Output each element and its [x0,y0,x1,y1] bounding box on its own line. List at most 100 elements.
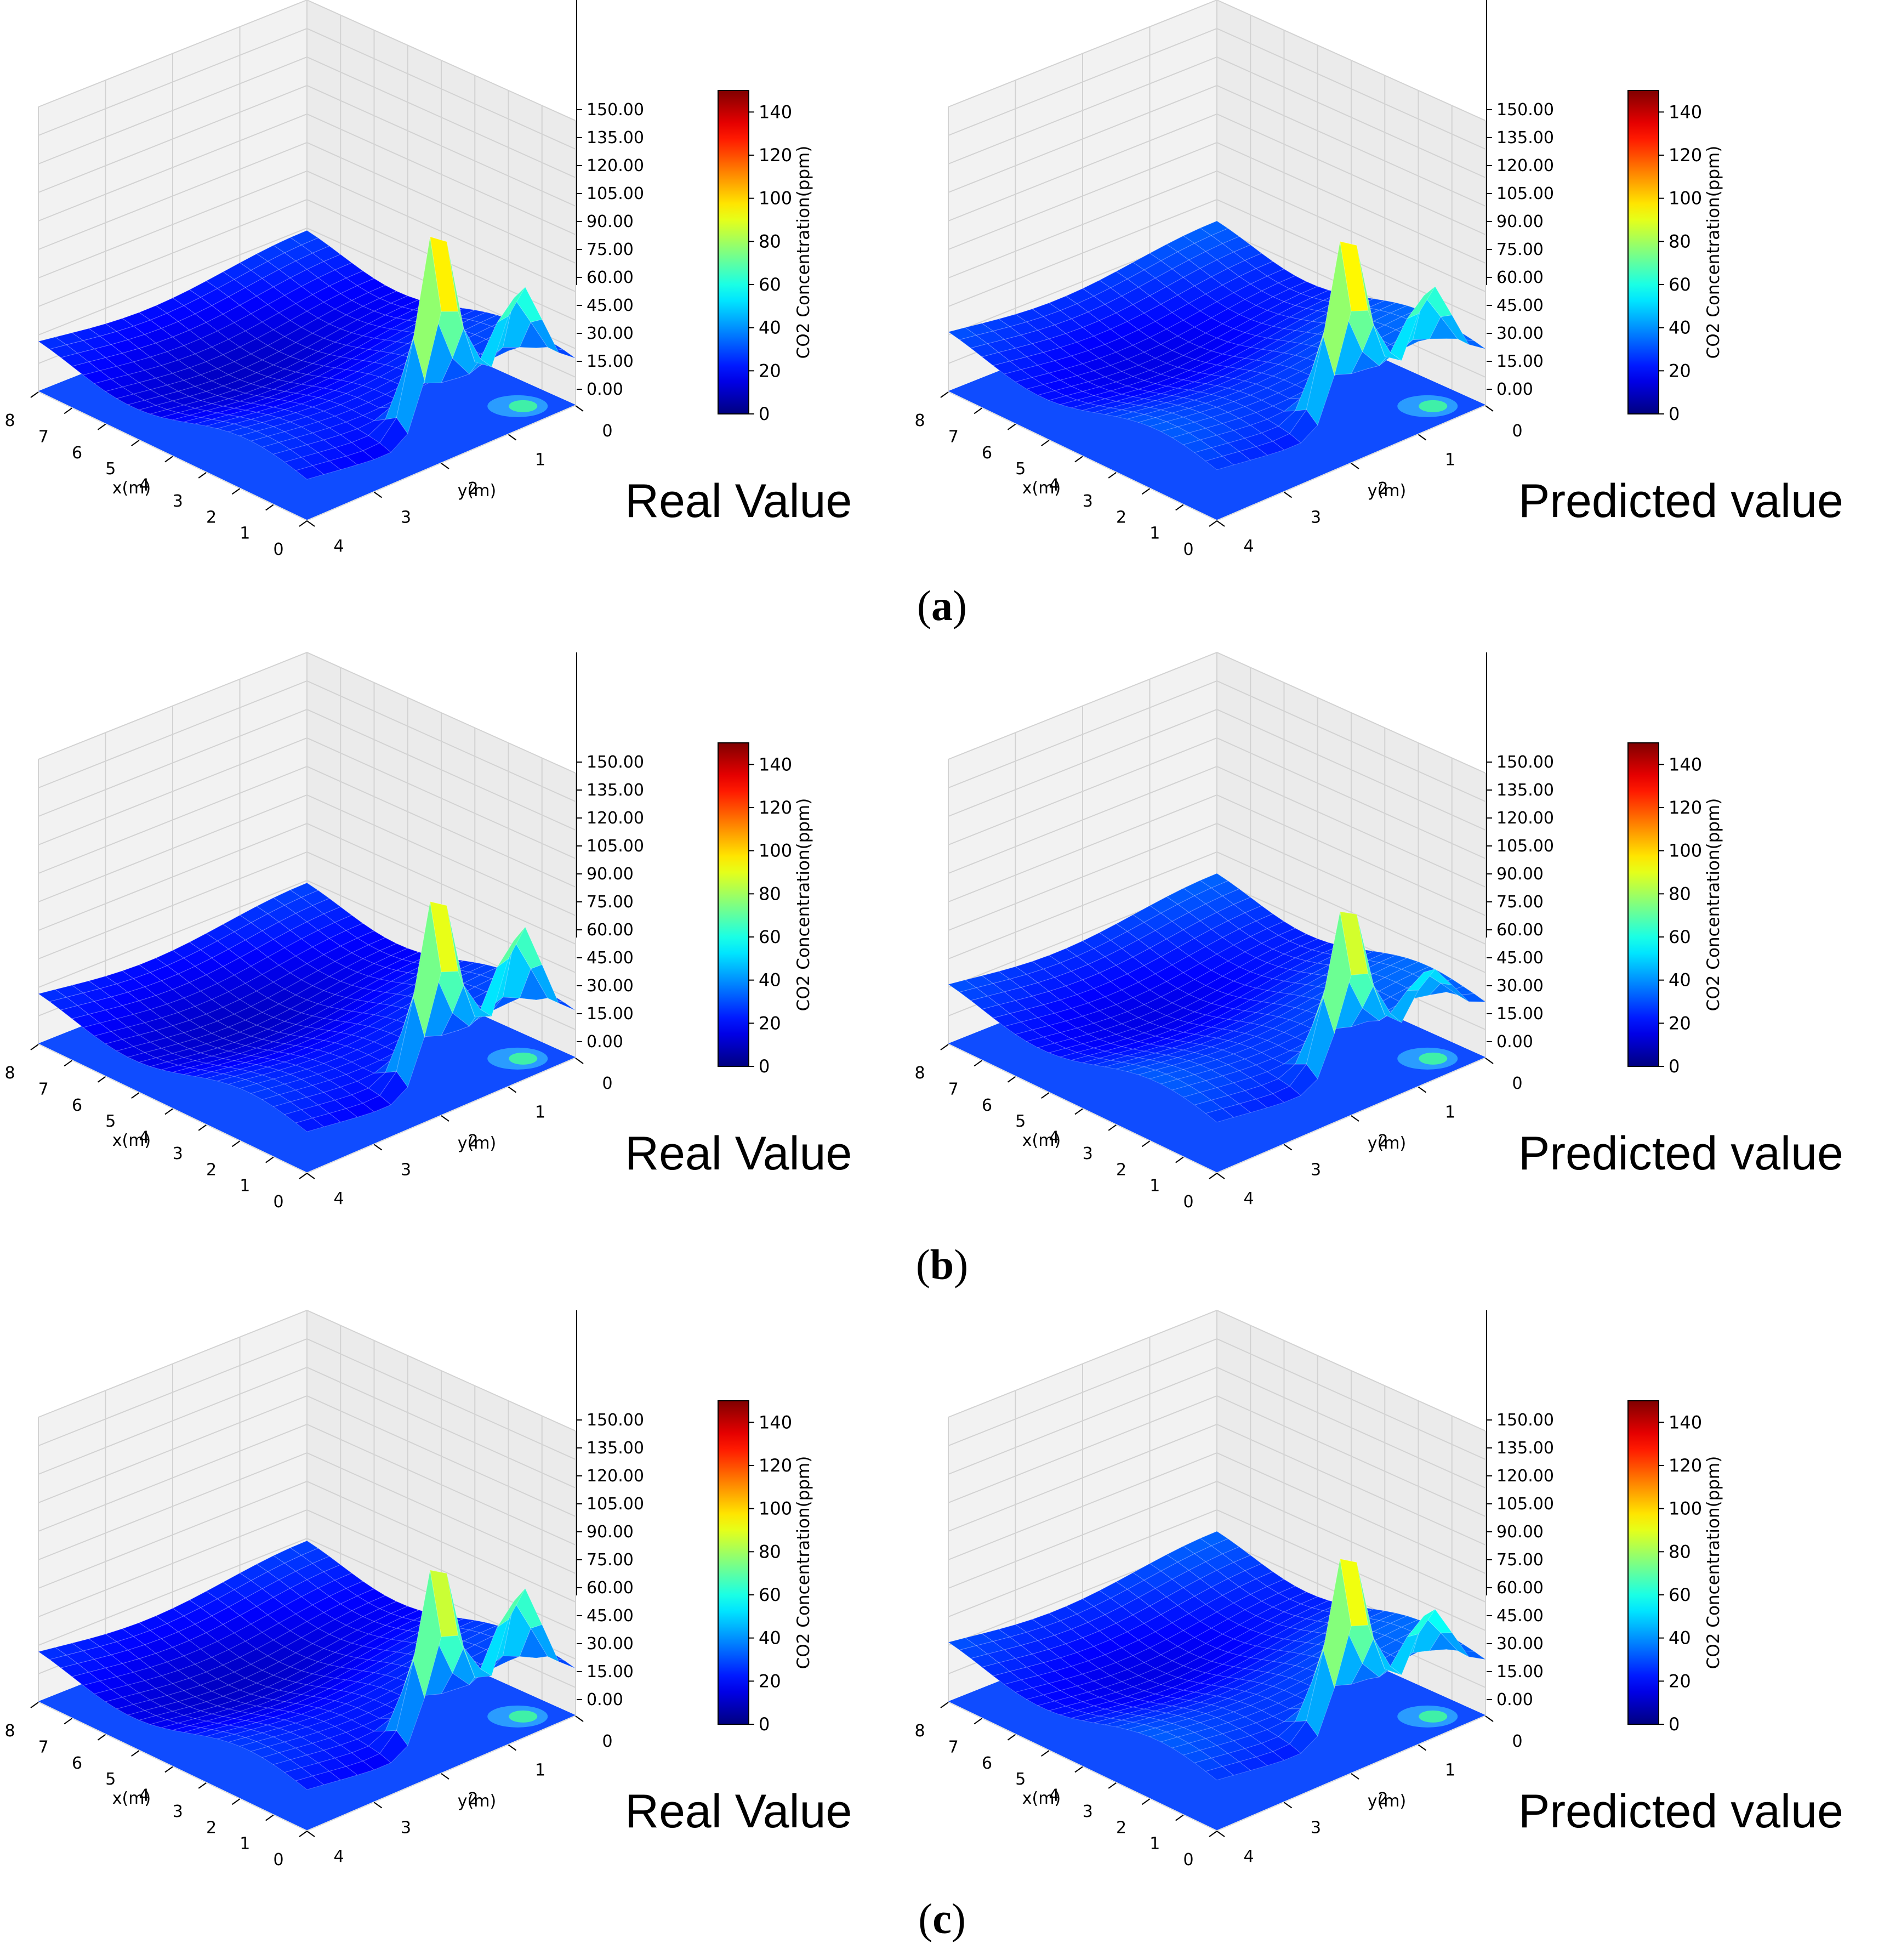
x-tick-label: 6 [982,1096,992,1115]
floor-hotspot-core [509,1710,538,1723]
y-tick-label: 0 [1512,1074,1522,1093]
x-tick-mark [940,391,949,398]
colorbar: 0 20 40 60 80 100 120 140 CO2 Concentration(ppm) [1627,90,1723,424]
z-tick-label: 135.00 [1496,128,1554,147]
floor-hotspot-core [1419,400,1448,412]
x-tick-mark [1041,1092,1050,1099]
y-tick-label: 0 [1512,422,1522,441]
colorbar-tick-label: 120 [1669,797,1702,818]
z-tick-label: 105.00 [1496,1495,1554,1514]
y-tick-label: 3 [1311,508,1321,527]
y-tick-label: 3 [401,1819,411,1838]
x-tick-label: 3 [1083,1144,1093,1163]
y-tick-mark [373,1144,383,1151]
z-tick-label: 105.00 [587,184,644,203]
z-tick-label: 150.00 [1496,1411,1554,1430]
colorbar-tick-label: 100 [759,188,792,209]
x-tick-label: 4 [1049,476,1059,495]
chart-panel-a-predicted: 0.00 15.00 30.00 45.00 60.00 75.00 90.00 105.00… [910,0,1843,559]
colorbar-tick-label: 80 [759,231,781,252]
z-tick-label: 120.00 [587,1467,644,1486]
surface-cell [295,1117,325,1132]
x-tick-mark [198,1782,207,1789]
z-tick-label: 90.00 [1496,865,1544,884]
x-tick-mark [1041,440,1050,446]
x-tick-label: 1 [240,1177,250,1196]
y-axis-label: y(m) [458,1792,496,1811]
surface [37,230,576,480]
z-tick-label: 0.00 [1496,380,1533,399]
floor-hotspot-core [509,1052,538,1065]
x-tick-label: 8 [914,1064,925,1083]
colorbar-tick-label: 20 [759,1013,781,1033]
y-tick-label: 0 [602,422,612,441]
x-tick-label: 4 [139,1128,149,1147]
colorbar-tick-label: 80 [759,883,781,904]
colorbar-tick-label: 100 [1669,188,1702,209]
surface-plot: 0.00 15.00 30.00 45.00 60.00 75.00 90.00 105.00… [914,0,1723,559]
y-tick-label: 0 [1512,1732,1522,1751]
x-axis-label: x(m) [112,479,151,498]
x-tick-mark [231,1798,241,1805]
x-tick-mark [974,407,982,414]
z-tick-label: 60.00 [587,268,634,287]
x-tick-label: 2 [1116,1160,1126,1179]
x-tick-label: 5 [1015,459,1026,479]
surface-cell [1205,1766,1234,1781]
x-axis-label: x(m) [1022,1131,1061,1150]
colorbar-tick-label: 140 [759,1412,792,1433]
z-tick-label: 45.00 [1496,296,1544,315]
colorbar-tick-label: 60 [759,1584,781,1605]
x-tick-label: 8 [4,1722,15,1741]
x-tick-mark [265,1814,274,1821]
caption-b: (b) [915,1241,969,1288]
x-tick-mark [164,1766,173,1773]
z-tick-label: 90.00 [1496,1522,1544,1542]
y-tick-mark [373,1802,383,1809]
axes: 0.00 15.00 30.00 45.00 60.00 75.00 90.00 105.00… [914,1310,1554,1870]
x-tick-mark [97,1734,106,1741]
z-tick-label: 0.00 [587,380,623,399]
z-tick-label: 45.00 [1496,948,1544,968]
x-tick-mark [1175,504,1184,511]
x-tick-label: 0 [1183,1850,1193,1870]
x-tick-label: 0 [273,1192,283,1212]
x-tick-label: 0 [273,540,283,559]
colorbar-bar [1627,90,1659,414]
x-tick-label: 0 [1183,1192,1193,1212]
x-tick-mark [299,520,308,527]
y-axis-label: y(m) [1368,1792,1406,1811]
x-tick-mark [64,1718,72,1725]
x-tick-mark [1108,1782,1117,1789]
x-tick-label: 3 [1083,1802,1093,1821]
x-tick-mark [1209,1173,1217,1179]
z-tick-label: 15.00 [1496,1004,1544,1024]
colorbar-tick-label: 60 [759,274,781,295]
z-tick-label: 45.00 [587,1606,634,1626]
z-tick-label: 135.00 [1496,1439,1554,1458]
y-tick-mark [575,405,584,412]
colorbar-label: CO2 Concentration(ppm) [794,798,813,1012]
colorbar-tick-label: 0 [759,1714,770,1735]
y-tick-mark [1351,1773,1359,1780]
chart-panel-b-real: 0.00 15.00 30.00 45.00 60.00 75.00 90.00 105.00… [0,651,904,1212]
surface [37,1540,576,1790]
z-tick-label: 15.00 [587,1662,634,1681]
z-tick-label: 135.00 [587,128,644,147]
y-tick-label: 4 [1243,537,1254,556]
panel-title: Real Value [625,1785,852,1838]
z-tick-label: 30.00 [587,324,634,343]
y-tick-label: 2 [1378,479,1388,498]
y-tick-mark [1485,1058,1494,1064]
surface-plot: 0.00 15.00 30.00 45.00 60.00 75.00 90.00 105.00… [914,651,1723,1212]
caption-a: (a) [917,582,967,629]
z-tick-label: 0.00 [1496,1032,1533,1052]
x-tick-label: 1 [1149,1177,1160,1196]
y-tick-mark [1216,1831,1225,1837]
z-tick-label: 90.00 [587,865,634,884]
x-tick-label: 7 [948,427,959,446]
x-tick-label: 4 [139,1786,149,1805]
z-tick-label: 120.00 [1496,1467,1554,1486]
y-tick-label: 2 [468,479,478,498]
x-tick-mark [64,1060,72,1067]
